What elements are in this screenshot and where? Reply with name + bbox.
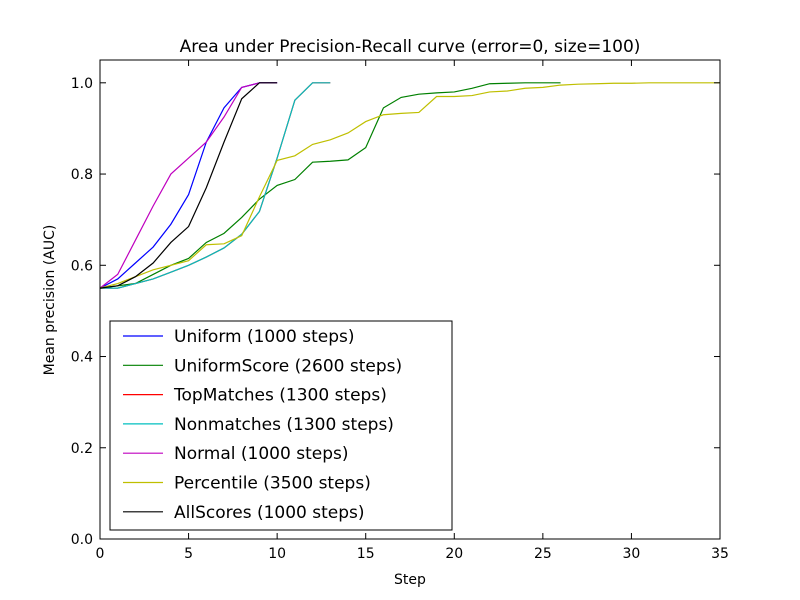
legend-label: Uniform (1000 steps)	[174, 327, 355, 347]
y-tick-label: 0.4	[71, 350, 93, 366]
y-tick-label: 0.2	[71, 441, 93, 457]
y-tick-label: 0.0	[71, 532, 93, 548]
chart-title: Area under Precision-Recall curve (error…	[180, 37, 641, 57]
x-tick-label: 10	[268, 546, 286, 562]
x-tick-label: 20	[445, 546, 463, 562]
series-layer	[99, 82, 720, 289]
legend: Uniform (1000 steps) UniformScore (2600 s…	[109, 320, 453, 531]
x-axis-title: Step	[394, 572, 426, 588]
x-tick-label: 30	[623, 546, 641, 562]
legend-label: TopMatches (1300 steps)	[173, 386, 387, 406]
y-axis: 0.0 0.2 0.4 0.6 0.8 1.0	[71, 76, 720, 548]
series-line-5	[99, 82, 720, 289]
legend-label: Percentile (3500 steps)	[174, 474, 371, 494]
series-line-3	[100, 82, 331, 289]
x-tick-label: 35	[711, 546, 729, 562]
x-tick-label: 5	[184, 546, 193, 562]
legend-label: UniformScore (2600 steps)	[174, 356, 402, 376]
plot-frame	[99, 59, 721, 540]
y-tick-label: 0.8	[71, 167, 93, 183]
x-tick-label: 15	[357, 546, 375, 562]
legend-box	[109, 320, 453, 531]
series-line-4	[99, 82, 278, 289]
series-line-1	[99, 82, 561, 289]
y-axis-title: Mean precision (AUC)	[42, 225, 58, 376]
x-tick-label: 25	[534, 546, 552, 562]
y-tick-label: 1.0	[71, 76, 93, 92]
series-line-6	[99, 82, 278, 289]
y-tick-label: 0.6	[71, 258, 93, 274]
legend-label: AllScores (1000 steps)	[174, 503, 365, 523]
x-tick-label: 0	[96, 546, 105, 562]
x-axis: 0 5 10 15 20 25 30 35	[96, 60, 729, 562]
legend-label: Normal (1000 steps)	[174, 444, 348, 464]
legend-label: Nonmatches (1300 steps)	[174, 415, 394, 435]
